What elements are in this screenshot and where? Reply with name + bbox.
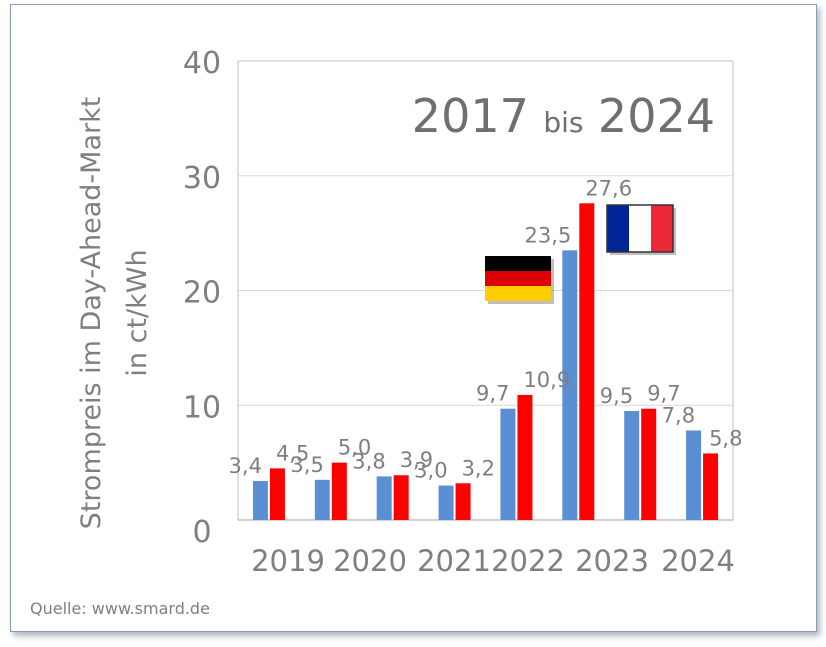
x-tick-label: 2021 (417, 544, 491, 578)
data-label-fr: 5,0 (338, 436, 371, 460)
data-label-de: 3,8 (352, 449, 385, 473)
data-label-de: 9,5 (600, 384, 633, 408)
bar-de (686, 430, 702, 520)
chart-title: 2017 bis 2024 (412, 89, 715, 143)
data-label-fr: 27,6 (585, 176, 632, 200)
bar-de (562, 250, 578, 520)
title-to: 2024 (598, 89, 715, 143)
y-tick-label: 40 (183, 46, 221, 81)
chart-frame (10, 4, 817, 632)
bar-fr (331, 462, 347, 520)
title-from: 2017 (412, 89, 529, 143)
y-axis-label-line1: Strompreis im Day-Ahead-Markt (76, 97, 107, 530)
bar-fr (393, 475, 409, 520)
bar-de (438, 485, 454, 520)
data-label-de: 23,5 (525, 223, 572, 247)
data-label-de: 3,0 (414, 459, 447, 483)
bar-fr (517, 394, 533, 520)
bar-de (314, 479, 330, 520)
data-label-de: 7,8 (662, 403, 695, 427)
data-label-fr: 9,7 (647, 382, 680, 406)
bar-fr (641, 408, 657, 520)
data-label-de: 9,7 (476, 382, 509, 406)
x-tick-label: 2024 (661, 544, 735, 578)
source-note: Quelle: www.smard.de (30, 599, 210, 618)
x-tick-label: 2019 (251, 544, 325, 578)
title-connector: bis (543, 106, 583, 139)
gridlines (237, 60, 734, 521)
bar-de (252, 480, 268, 520)
x-axis-ticks: 2019 2020 2021 2022 2023 2024 (251, 544, 735, 578)
bar-de (624, 410, 640, 520)
data-label-fr: 5,8 (709, 426, 742, 450)
y-tick-label: 0 (192, 515, 211, 550)
data-label-fr: 4,5 (276, 441, 309, 465)
bar-fr (703, 453, 719, 520)
bar-de (500, 408, 516, 520)
data-label-fr: 3,9 (400, 448, 433, 472)
y-tick-label: 10 (183, 390, 221, 425)
data-label-de: 3,5 (290, 453, 323, 477)
x-tick-label: 2023 (575, 544, 649, 578)
data-label-fr: 10,9 (523, 368, 570, 392)
y-tick-label: 20 (183, 276, 221, 311)
data-label-fr: 3,2 (462, 456, 495, 480)
german-flag-icon (485, 256, 554, 304)
data-label-de: 3,4 (229, 454, 262, 478)
y-axis-ticks: 0 10 20 30 40 (183, 46, 221, 550)
y-axis-label-line2: in ct/kWh (122, 249, 153, 376)
bar-fr (579, 203, 595, 521)
bar-fr (269, 468, 285, 520)
y-tick-label: 30 (183, 161, 221, 196)
french-flag-icon (606, 204, 676, 255)
bar-de (376, 476, 392, 520)
x-tick-label: 2020 (333, 544, 407, 578)
bars (252, 203, 719, 521)
bar-fr (455, 483, 471, 520)
data-labels: 3,4 4,53,5 5,03,8 3,93,0 3,2 9,7 10,9 23,5 27,6 9… (229, 176, 743, 482)
x-tick-label: 2022 (491, 544, 565, 578)
